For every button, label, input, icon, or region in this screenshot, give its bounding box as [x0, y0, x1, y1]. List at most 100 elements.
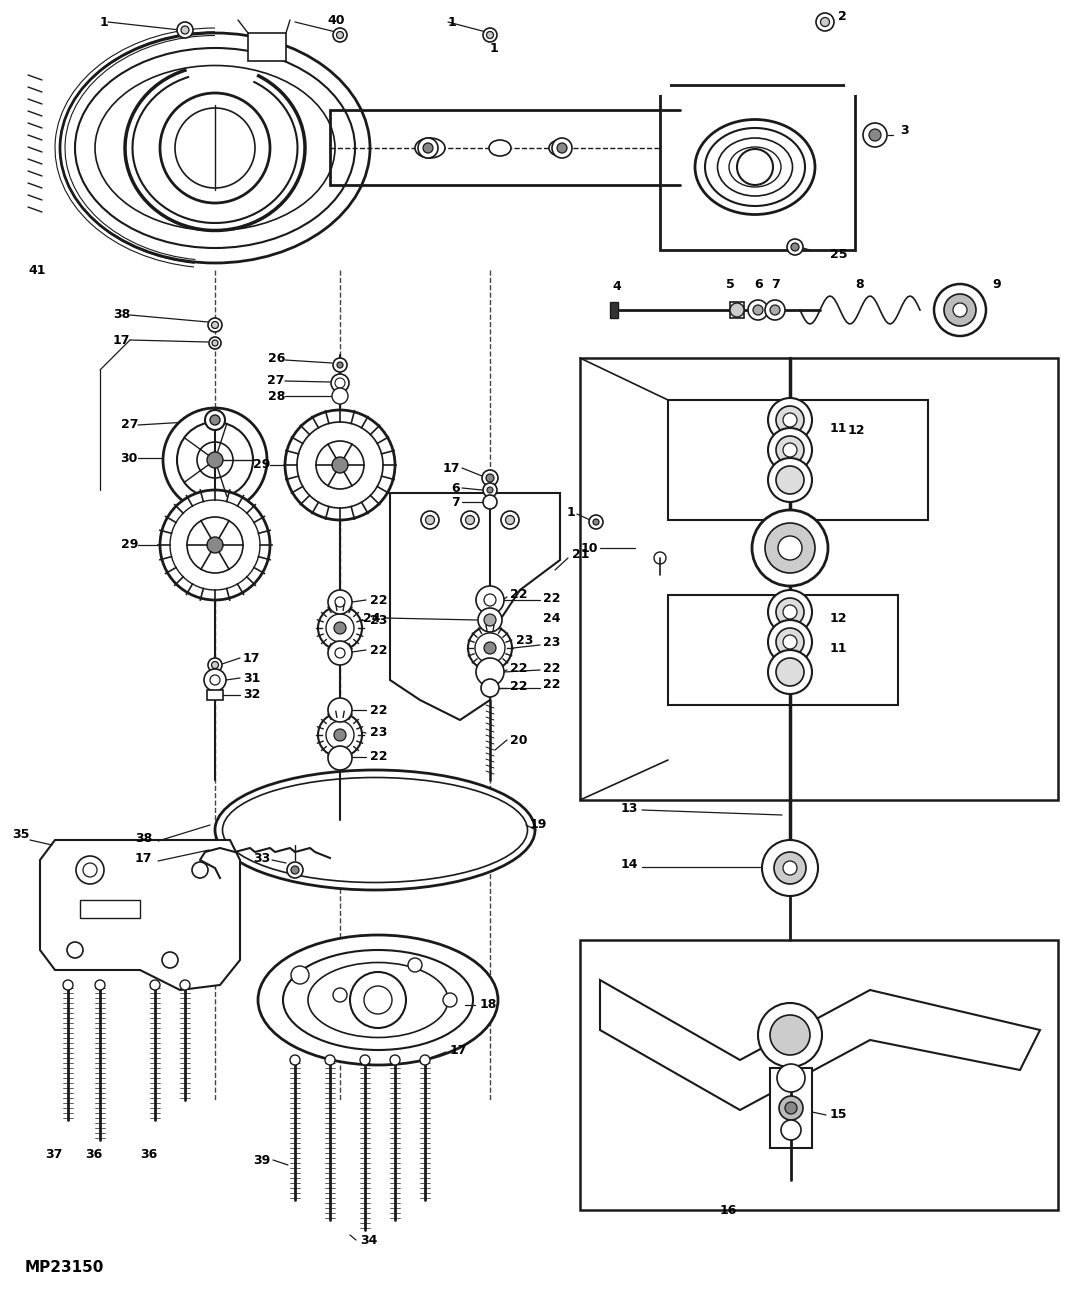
Ellipse shape — [75, 48, 355, 248]
Circle shape — [443, 994, 457, 1006]
Circle shape — [483, 483, 497, 497]
Ellipse shape — [705, 128, 805, 205]
Bar — [580, 358, 1058, 800]
Circle shape — [506, 516, 515, 525]
Circle shape — [776, 628, 804, 656]
Circle shape — [390, 1056, 400, 1065]
Circle shape — [730, 304, 744, 317]
Ellipse shape — [695, 119, 815, 214]
Text: 2: 2 — [838, 9, 846, 22]
Text: 1: 1 — [490, 41, 498, 54]
Circle shape — [783, 605, 798, 619]
Circle shape — [779, 1096, 803, 1120]
Text: 13: 13 — [620, 801, 638, 814]
Circle shape — [749, 300, 768, 320]
Circle shape — [83, 863, 97, 877]
Circle shape — [776, 658, 804, 686]
Circle shape — [770, 1016, 809, 1056]
Text: 30: 30 — [121, 451, 138, 465]
Text: 36: 36 — [85, 1149, 102, 1162]
Circle shape — [420, 1056, 430, 1065]
Text: 37: 37 — [45, 1149, 62, 1162]
Circle shape — [778, 536, 802, 559]
Circle shape — [768, 620, 812, 664]
Circle shape — [486, 474, 494, 482]
Circle shape — [160, 93, 270, 203]
Bar — [610, 302, 618, 318]
Text: 36: 36 — [140, 1149, 158, 1162]
Circle shape — [211, 662, 219, 668]
Circle shape — [816, 13, 834, 31]
Ellipse shape — [258, 935, 498, 1065]
Text: 6: 6 — [452, 482, 460, 495]
Circle shape — [209, 337, 221, 349]
Circle shape — [285, 410, 395, 519]
Circle shape — [557, 143, 567, 152]
Text: 22: 22 — [510, 680, 528, 693]
Text: 22: 22 — [543, 592, 560, 605]
Circle shape — [934, 284, 986, 336]
Text: 17: 17 — [112, 333, 129, 346]
Text: 35: 35 — [13, 828, 30, 841]
Ellipse shape — [489, 140, 511, 156]
Ellipse shape — [549, 140, 571, 156]
Circle shape — [63, 981, 73, 990]
Circle shape — [334, 621, 346, 634]
Text: 14: 14 — [620, 858, 638, 872]
Circle shape — [350, 972, 406, 1028]
Text: 4: 4 — [611, 280, 621, 293]
Circle shape — [783, 634, 798, 649]
Circle shape — [500, 512, 519, 528]
Ellipse shape — [283, 950, 473, 1050]
Circle shape — [207, 452, 223, 468]
Circle shape — [208, 658, 222, 672]
Ellipse shape — [415, 138, 445, 158]
Circle shape — [777, 1065, 805, 1092]
Text: 1: 1 — [99, 16, 108, 28]
Text: 33: 33 — [252, 851, 270, 864]
Circle shape — [212, 340, 218, 346]
Circle shape — [781, 1120, 801, 1140]
Text: 17: 17 — [443, 461, 460, 474]
Circle shape — [423, 143, 433, 152]
Text: 9: 9 — [992, 279, 1001, 292]
Bar — [668, 401, 928, 519]
Circle shape — [360, 1056, 370, 1065]
Circle shape — [327, 641, 353, 665]
Circle shape — [768, 650, 812, 694]
Text: 17: 17 — [450, 1044, 468, 1057]
Circle shape — [482, 470, 498, 486]
Circle shape — [333, 28, 347, 43]
Circle shape — [753, 305, 763, 315]
Bar — [770, 1068, 812, 1149]
Circle shape — [191, 862, 208, 879]
Circle shape — [287, 862, 302, 879]
Text: 17: 17 — [135, 851, 152, 864]
Circle shape — [869, 129, 881, 141]
Text: 15: 15 — [830, 1109, 848, 1121]
Text: 24: 24 — [362, 611, 380, 624]
Text: 1: 1 — [566, 505, 574, 518]
Text: 11: 11 — [830, 642, 848, 655]
Circle shape — [783, 860, 798, 875]
Bar — [248, 34, 286, 61]
Text: 19: 19 — [530, 819, 547, 832]
Circle shape — [484, 614, 496, 627]
Text: 24: 24 — [543, 612, 560, 625]
Circle shape — [475, 633, 505, 663]
Circle shape — [593, 519, 599, 525]
Circle shape — [333, 358, 347, 372]
Circle shape — [208, 318, 222, 332]
Circle shape — [461, 512, 479, 528]
Ellipse shape — [650, 75, 670, 96]
Circle shape — [333, 988, 347, 1003]
Circle shape — [332, 388, 348, 404]
Circle shape — [332, 457, 348, 473]
Circle shape — [181, 26, 189, 34]
Circle shape — [95, 981, 106, 990]
Circle shape — [162, 952, 178, 968]
Circle shape — [425, 516, 434, 525]
Circle shape — [481, 680, 499, 696]
Circle shape — [953, 304, 967, 317]
Circle shape — [776, 598, 804, 627]
